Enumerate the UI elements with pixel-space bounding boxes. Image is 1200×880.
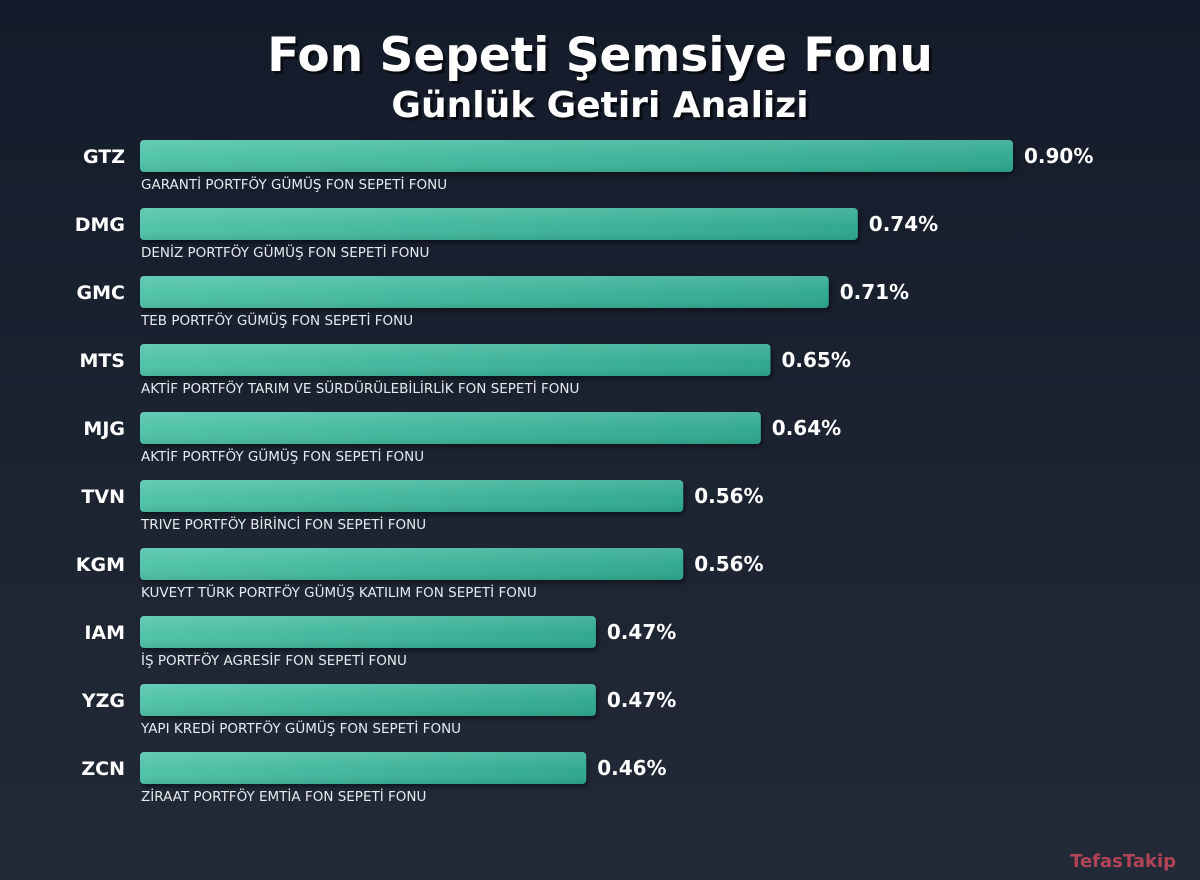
category-label: YZG xyxy=(81,690,125,712)
category-label: ZCN xyxy=(81,758,125,780)
fund-name-label: AKTİF PORTFÖY GÜMÜŞ FON SEPETİ FONU xyxy=(141,447,424,465)
category-label: MTS xyxy=(79,350,125,372)
category-label: TVN xyxy=(81,486,125,508)
bar-highlight xyxy=(140,548,684,580)
value-label: 0.64% xyxy=(772,416,841,440)
fund-name-label: AKTİF PORTFÖY TARIM VE SÜRDÜRÜLEBİLİRLİK… xyxy=(141,379,579,397)
bar-highlight xyxy=(140,616,596,648)
value-label: 0.46% xyxy=(597,756,666,780)
value-label: 0.65% xyxy=(782,348,851,372)
category-label: DMG xyxy=(75,214,125,236)
fund-name-label: ZİRAAT PORTFÖY EMTİA FON SEPETİ FONU xyxy=(141,787,426,805)
bar-highlight xyxy=(140,208,858,240)
fund-name-label: DENİZ PORTFÖY GÜMÜŞ FON SEPETİ FONU xyxy=(141,243,429,261)
bar-highlight xyxy=(140,276,829,308)
category-label: MJG xyxy=(83,418,125,440)
value-label: 0.56% xyxy=(694,552,763,576)
chart-title: Fon Sepeti Şemsiye Fonu xyxy=(267,28,933,83)
bar-highlight xyxy=(140,140,1013,172)
fund-name-label: İŞ PORTFÖY AGRESİF FON SEPETİ FONU xyxy=(141,651,407,669)
brand-watermark: TefasTakip xyxy=(1070,851,1176,872)
value-label: 0.71% xyxy=(840,280,909,304)
category-label: GTZ xyxy=(83,146,125,168)
chart-subtitle: Günlük Getiri Analizi xyxy=(391,85,809,126)
bar-highlight xyxy=(140,480,684,512)
fund-name-label: YAPI KREDİ PORTFÖY GÜMÜŞ FON SEPETİ FONU xyxy=(140,719,461,737)
value-label: 0.47% xyxy=(607,620,676,644)
category-label: KGM xyxy=(76,554,125,576)
value-label: 0.47% xyxy=(607,688,676,712)
value-label: 0.74% xyxy=(869,212,938,236)
bar-highlight xyxy=(140,412,761,444)
bar-highlight xyxy=(140,344,771,376)
bar-highlight xyxy=(140,752,587,784)
fund-name-label: GARANTİ PORTFÖY GÜMÜŞ FON SEPETİ FONU xyxy=(141,175,447,193)
bar-highlight xyxy=(140,684,596,716)
value-label: 0.56% xyxy=(694,484,763,508)
category-label: GMC xyxy=(77,282,125,304)
value-label: 0.90% xyxy=(1024,144,1093,168)
category-label: IAM xyxy=(84,622,125,644)
fund-name-label: TRIVE PORTFÖY BİRİNCİ FON SEPETİ FONU xyxy=(140,515,426,533)
fund-name-label: KUVEYT TÜRK PORTFÖY GÜMÜŞ KATILIM FON SE… xyxy=(141,583,537,601)
fund-name-label: TEB PORTFÖY GÜMÜŞ FON SEPETİ FONU xyxy=(140,311,413,329)
